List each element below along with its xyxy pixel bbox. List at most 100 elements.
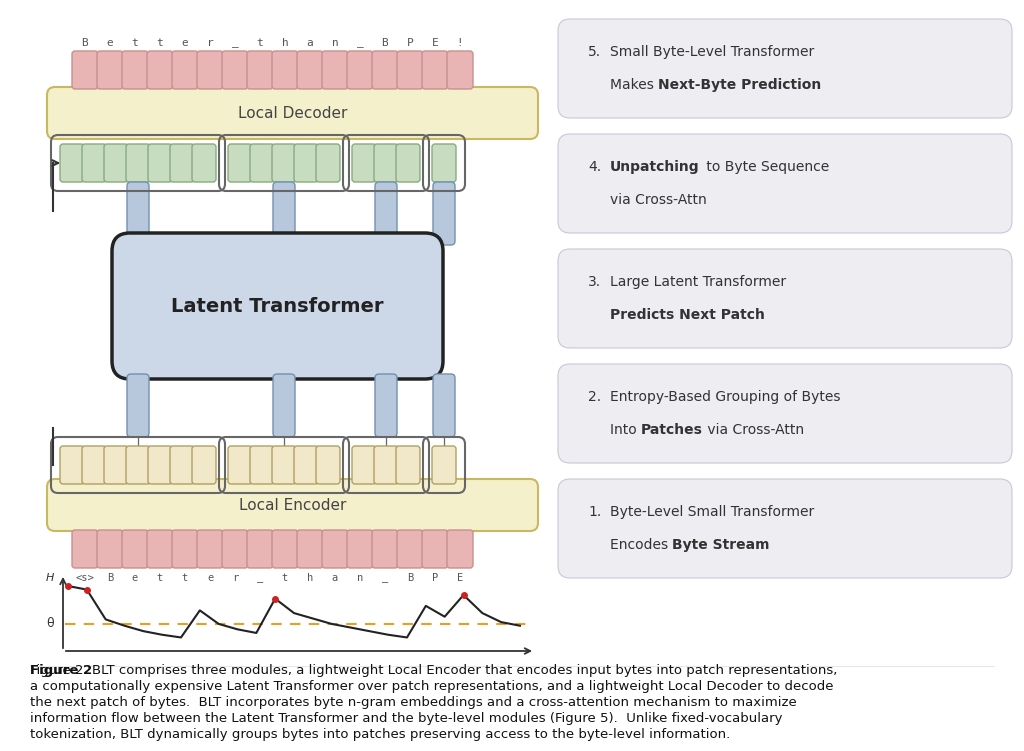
FancyBboxPatch shape bbox=[60, 144, 84, 182]
FancyBboxPatch shape bbox=[397, 530, 423, 568]
Text: E: E bbox=[457, 573, 463, 583]
FancyBboxPatch shape bbox=[352, 144, 376, 182]
FancyBboxPatch shape bbox=[447, 530, 473, 568]
FancyBboxPatch shape bbox=[82, 144, 106, 182]
Text: t: t bbox=[157, 573, 163, 583]
FancyBboxPatch shape bbox=[127, 374, 150, 437]
FancyBboxPatch shape bbox=[433, 374, 455, 437]
FancyBboxPatch shape bbox=[172, 51, 198, 89]
Text: h: h bbox=[282, 38, 289, 48]
FancyBboxPatch shape bbox=[228, 144, 252, 182]
FancyBboxPatch shape bbox=[60, 446, 84, 484]
Text: t: t bbox=[132, 38, 138, 48]
FancyBboxPatch shape bbox=[104, 144, 128, 182]
Text: 5.: 5. bbox=[588, 45, 601, 59]
Text: B: B bbox=[82, 38, 88, 48]
Text: _: _ bbox=[356, 38, 364, 48]
Text: _: _ bbox=[231, 38, 239, 48]
FancyBboxPatch shape bbox=[222, 530, 248, 568]
FancyBboxPatch shape bbox=[97, 51, 123, 89]
FancyBboxPatch shape bbox=[396, 144, 420, 182]
Text: n: n bbox=[332, 38, 338, 48]
FancyBboxPatch shape bbox=[372, 51, 398, 89]
Text: Patches: Patches bbox=[641, 423, 703, 437]
Text: Makes: Makes bbox=[610, 78, 658, 92]
Text: Latent Transformer: Latent Transformer bbox=[171, 297, 384, 315]
Text: Local Encoder: Local Encoder bbox=[239, 497, 346, 512]
Text: B: B bbox=[382, 38, 388, 48]
Text: _: _ bbox=[382, 573, 388, 583]
Text: Into: Into bbox=[610, 423, 641, 437]
FancyBboxPatch shape bbox=[104, 446, 128, 484]
FancyBboxPatch shape bbox=[82, 446, 106, 484]
FancyBboxPatch shape bbox=[193, 446, 216, 484]
FancyBboxPatch shape bbox=[372, 530, 398, 568]
Text: H: H bbox=[46, 573, 54, 583]
FancyBboxPatch shape bbox=[447, 51, 473, 89]
FancyBboxPatch shape bbox=[273, 182, 295, 245]
FancyBboxPatch shape bbox=[193, 144, 216, 182]
Text: !: ! bbox=[457, 38, 464, 48]
FancyBboxPatch shape bbox=[247, 530, 273, 568]
FancyBboxPatch shape bbox=[316, 144, 340, 182]
FancyBboxPatch shape bbox=[273, 374, 295, 437]
FancyBboxPatch shape bbox=[422, 530, 449, 568]
Text: Byte-Level Small Transformer: Byte-Level Small Transformer bbox=[610, 505, 814, 519]
FancyBboxPatch shape bbox=[272, 51, 298, 89]
FancyBboxPatch shape bbox=[272, 446, 296, 484]
FancyBboxPatch shape bbox=[122, 51, 148, 89]
FancyBboxPatch shape bbox=[397, 51, 423, 89]
Text: 4.: 4. bbox=[588, 160, 601, 174]
FancyBboxPatch shape bbox=[558, 479, 1012, 578]
Text: t: t bbox=[182, 573, 188, 583]
FancyBboxPatch shape bbox=[375, 374, 397, 437]
FancyBboxPatch shape bbox=[222, 51, 248, 89]
FancyBboxPatch shape bbox=[147, 51, 173, 89]
FancyBboxPatch shape bbox=[250, 144, 274, 182]
Text: Local Decoder: Local Decoder bbox=[238, 105, 347, 120]
Text: θ: θ bbox=[46, 617, 54, 630]
FancyBboxPatch shape bbox=[432, 144, 456, 182]
FancyBboxPatch shape bbox=[112, 233, 443, 379]
Text: B: B bbox=[407, 573, 413, 583]
Text: Predicts Next Patch: Predicts Next Patch bbox=[610, 308, 765, 322]
FancyBboxPatch shape bbox=[197, 51, 223, 89]
FancyBboxPatch shape bbox=[47, 87, 538, 139]
FancyBboxPatch shape bbox=[97, 530, 123, 568]
FancyBboxPatch shape bbox=[247, 51, 273, 89]
FancyBboxPatch shape bbox=[126, 144, 150, 182]
FancyBboxPatch shape bbox=[170, 144, 194, 182]
Text: Entropy-Based Grouping of Bytes: Entropy-Based Grouping of Bytes bbox=[610, 390, 841, 404]
FancyBboxPatch shape bbox=[197, 530, 223, 568]
Text: e: e bbox=[106, 38, 114, 48]
FancyBboxPatch shape bbox=[126, 446, 150, 484]
Text: Unpatching: Unpatching bbox=[610, 160, 699, 174]
FancyBboxPatch shape bbox=[347, 51, 373, 89]
Text: the next patch of bytes.  BLT incorporates byte n-gram embeddings and a cross-at: the next patch of bytes. BLT incorporate… bbox=[30, 696, 797, 709]
Text: E: E bbox=[432, 38, 438, 48]
FancyBboxPatch shape bbox=[432, 446, 456, 484]
Text: 3.: 3. bbox=[588, 275, 601, 289]
FancyBboxPatch shape bbox=[294, 446, 318, 484]
FancyBboxPatch shape bbox=[322, 51, 348, 89]
FancyBboxPatch shape bbox=[250, 446, 274, 484]
FancyBboxPatch shape bbox=[558, 19, 1012, 118]
FancyBboxPatch shape bbox=[170, 446, 194, 484]
FancyBboxPatch shape bbox=[374, 144, 398, 182]
Text: P: P bbox=[407, 38, 414, 48]
Text: e: e bbox=[132, 573, 138, 583]
FancyBboxPatch shape bbox=[352, 446, 376, 484]
Text: Figure 2  BLT comprises three modules, a lightweight Local Encoder that encodes : Figure 2 BLT comprises three modules, a … bbox=[30, 664, 838, 677]
FancyBboxPatch shape bbox=[294, 144, 318, 182]
Text: via Cross-Attn: via Cross-Attn bbox=[703, 423, 804, 437]
FancyBboxPatch shape bbox=[422, 51, 449, 89]
Text: a: a bbox=[306, 38, 313, 48]
FancyBboxPatch shape bbox=[272, 530, 298, 568]
FancyBboxPatch shape bbox=[297, 51, 323, 89]
Text: a computationally expensive Latent Transformer over patch representations, and a: a computationally expensive Latent Trans… bbox=[30, 680, 834, 693]
Text: via Cross-Attn: via Cross-Attn bbox=[610, 193, 707, 207]
Text: Figure 2: Figure 2 bbox=[30, 664, 92, 677]
FancyBboxPatch shape bbox=[433, 182, 455, 245]
FancyBboxPatch shape bbox=[558, 134, 1012, 233]
Text: r: r bbox=[231, 573, 239, 583]
